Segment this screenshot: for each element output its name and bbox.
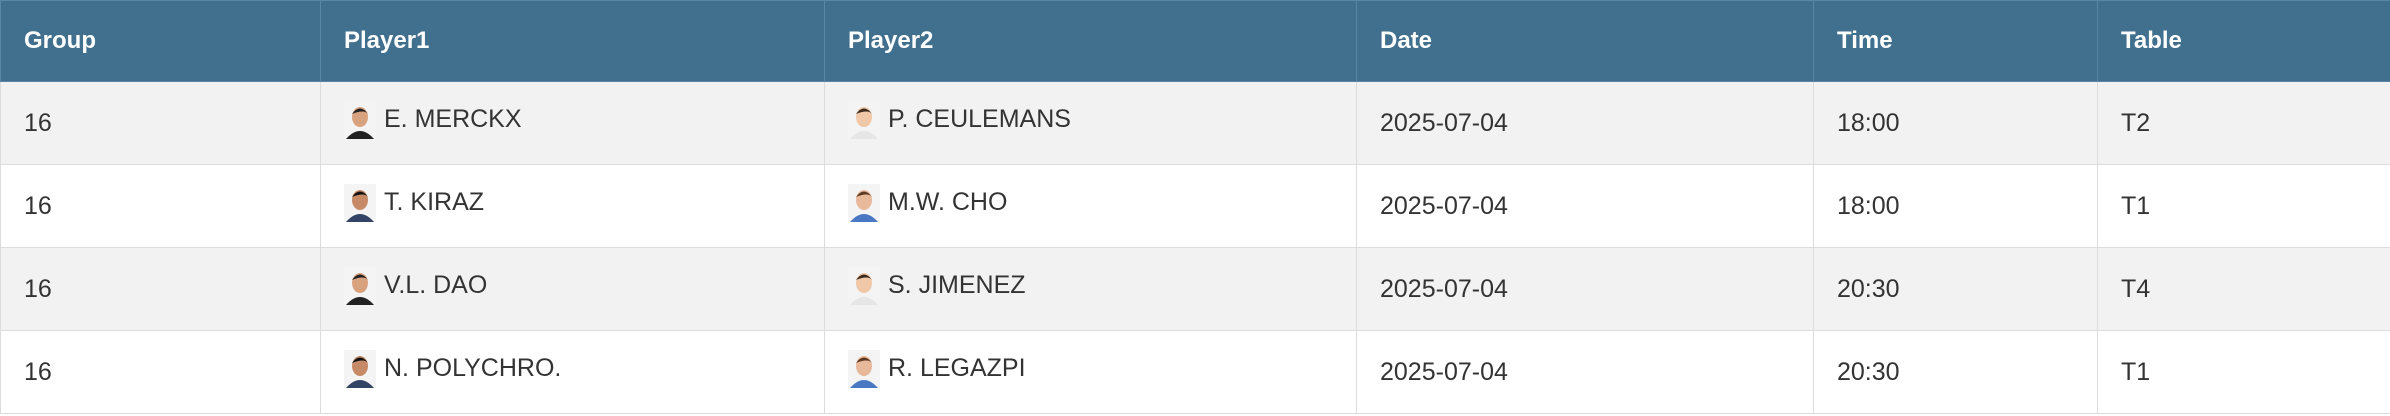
player-avatar — [344, 266, 376, 305]
player-name: S. JIMENEZ — [888, 271, 1026, 299]
player: N. POLYCHRO. — [344, 349, 562, 388]
player-cell: V.L. DAO — [320, 247, 825, 331]
column-header: Player2 — [824, 0, 1357, 82]
player-cell: P. CEULEMANS — [824, 81, 1357, 165]
table-cell: 18:00 — [1813, 81, 2098, 165]
table-cell: 16 — [0, 330, 321, 414]
player-avatar — [848, 100, 880, 139]
player-avatar — [848, 183, 880, 222]
player-cell: R. LEGAZPI — [824, 330, 1357, 414]
header-row: Group Player1 Player2 Date Time Table — [0, 0, 2390, 82]
player: E. MERCKX — [344, 100, 522, 139]
player-cell: N. POLYCHRO. — [320, 330, 825, 414]
player-cell: M.W. CHO — [824, 164, 1357, 248]
table-row: 16 N. POLYCHRO. R. LEGAZPI 2025-07-04 20:30 T… — [0, 330, 2390, 414]
table-cell: 16 — [0, 81, 321, 165]
column-header: Time — [1813, 0, 2098, 82]
player-name: T. KIRAZ — [384, 188, 485, 216]
table-row: 16 T. KIRAZ M.W. CHO 2025-07-04 18:00 T1 — [0, 164, 2390, 248]
player: P. CEULEMANS — [848, 100, 1071, 139]
player-avatar — [344, 100, 376, 139]
player: T. KIRAZ — [344, 183, 485, 222]
player: V.L. DAO — [344, 266, 488, 305]
player-cell: S. JIMENEZ — [824, 247, 1357, 331]
column-header: Player1 — [320, 0, 825, 82]
table-cell: T2 — [2097, 81, 2390, 165]
table-row: 16 E. MERCKX P. CEULEMANS 2025-07-04 18:00 T2 — [0, 81, 2390, 165]
player-cell: T. KIRAZ — [320, 164, 825, 248]
table-cell: 16 — [0, 247, 321, 331]
column-header: Table — [2097, 0, 2390, 82]
table-cell: 18:00 — [1813, 164, 2098, 248]
table-cell: T4 — [2097, 247, 2390, 331]
player-name: V.L. DAO — [384, 271, 488, 299]
column-header: Date — [1356, 0, 1814, 82]
player-avatar — [848, 349, 880, 388]
player: M.W. CHO — [848, 183, 1008, 222]
player-cell: E. MERCKX — [320, 81, 825, 165]
player-avatar — [344, 349, 376, 388]
table-cell: 2025-07-04 — [1356, 81, 1814, 165]
table-cell: 2025-07-04 — [1356, 164, 1814, 248]
table-cell: 20:30 — [1813, 330, 2098, 414]
table-cell: T1 — [2097, 164, 2390, 248]
player-name: R. LEGAZPI — [888, 354, 1026, 382]
player-avatar — [848, 266, 880, 305]
player-avatar — [344, 183, 376, 222]
table-cell: 2025-07-04 — [1356, 330, 1814, 414]
table-cell: T1 — [2097, 330, 2390, 414]
table-cell: 2025-07-04 — [1356, 247, 1814, 331]
table-cell: 16 — [0, 164, 321, 248]
player-name: P. CEULEMANS — [888, 105, 1071, 133]
player-name: N. POLYCHRO. — [384, 354, 562, 382]
player: S. JIMENEZ — [848, 266, 1026, 305]
table-header: Group Player1 Player2 Date Time Table — [0, 0, 2390, 82]
column-header: Group — [0, 0, 321, 82]
table-row: 16 V.L. DAO S. JIMENEZ 2025-07-04 20:30 T4 — [0, 247, 2390, 331]
player-name: E. MERCKX — [384, 105, 522, 133]
table-body: 16 E. MERCKX P. CEULEMANS 2025-07-04 18:00 T2… — [0, 81, 2390, 414]
player: R. LEGAZPI — [848, 349, 1026, 388]
player-name: M.W. CHO — [888, 188, 1008, 216]
table-cell: 20:30 — [1813, 247, 2098, 331]
